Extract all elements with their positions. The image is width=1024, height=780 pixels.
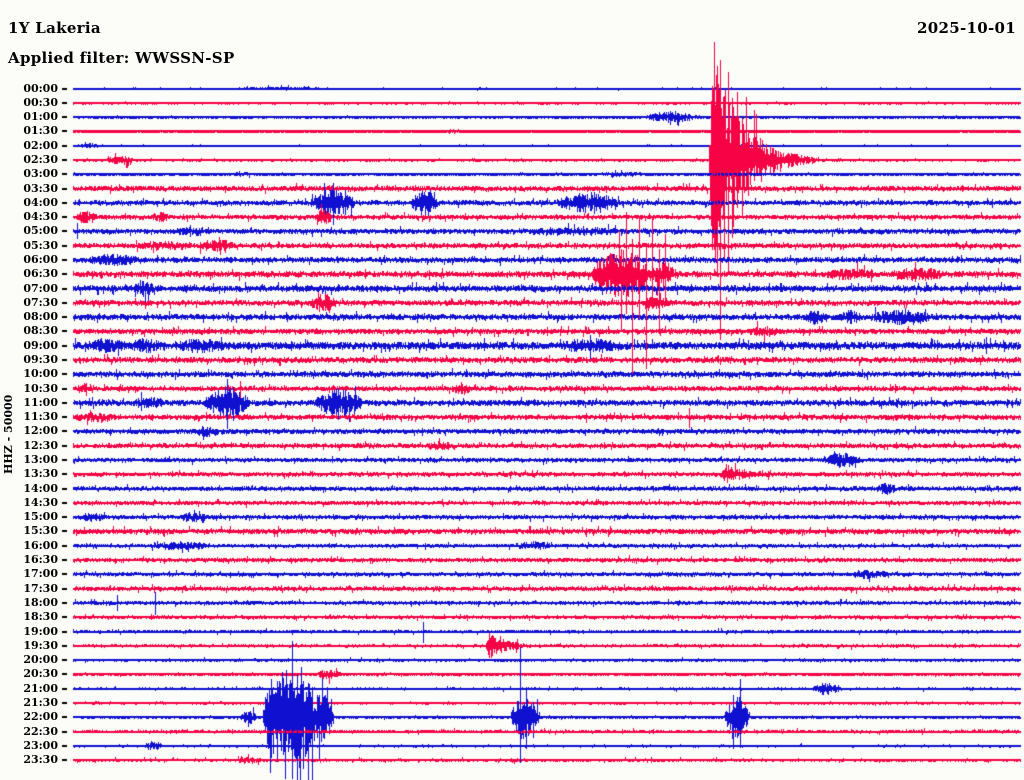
time-label: 06:00 [23, 252, 58, 266]
time-label: 20:00 [23, 653, 58, 667]
time-label: 11:00 [23, 395, 58, 409]
time-label: 08:00 [23, 310, 58, 324]
time-label: 06:30 [23, 267, 58, 281]
time-label: 19:30 [23, 638, 58, 652]
time-label: 14:30 [23, 495, 58, 509]
time-label: 16:30 [23, 553, 58, 567]
time-label: 21:00 [23, 681, 58, 695]
time-label: 13:30 [23, 467, 58, 481]
station-title: 1Y Lakeria [8, 19, 101, 37]
time-label: 21:30 [23, 695, 58, 709]
time-label: 22:30 [23, 724, 58, 738]
time-label: 05:00 [23, 224, 58, 238]
time-label: 09:00 [23, 338, 58, 352]
date-label: 2025-10-01 [917, 19, 1016, 37]
time-label: 17:30 [23, 581, 58, 595]
time-label: 09:30 [23, 353, 58, 366]
time-label: 02:30 [23, 152, 58, 166]
time-label: 22:00 [23, 710, 58, 724]
time-label: 03:30 [23, 181, 58, 195]
time-label: 02:00 [23, 138, 58, 152]
time-label: 14:00 [23, 481, 58, 495]
time-label: 18:00 [23, 595, 58, 609]
time-label: 01:30 [23, 124, 58, 138]
time-label: 04:00 [23, 195, 58, 209]
time-label: 19:00 [23, 624, 58, 638]
time-label: 15:30 [23, 524, 58, 538]
time-label: 00:00 [23, 81, 58, 95]
time-label: 04:30 [23, 210, 58, 224]
time-label: 07:30 [23, 295, 58, 309]
time-label: 17:00 [23, 567, 58, 581]
time-label: 10:30 [23, 381, 58, 395]
filter-label: Applied filter: WWSSN-SP [8, 49, 235, 67]
time-label: 23:00 [23, 738, 58, 752]
time-label: 11:30 [23, 410, 58, 424]
time-label: 16:00 [23, 538, 58, 552]
time-label: 08:30 [23, 324, 58, 338]
time-label: 15:00 [23, 510, 58, 524]
time-label: 01:00 [23, 110, 58, 124]
time-label: 12:30 [23, 438, 58, 452]
time-label: 00:30 [23, 95, 58, 109]
time-label: 07:00 [23, 281, 58, 295]
time-label: 12:00 [23, 424, 58, 438]
time-label: 23:30 [23, 753, 58, 767]
time-label: 13:00 [23, 453, 58, 467]
time-label: 10:00 [23, 367, 58, 381]
time-label: 03:00 [23, 167, 58, 181]
time-label: 18:30 [23, 610, 58, 624]
time-label: 20:30 [23, 667, 58, 681]
time-labels-column: 00:00 00:30 01:00 01:30 02:00 02:30 03:00 03:30… [0, 0, 58, 780]
time-label: 05:30 [23, 238, 58, 252]
